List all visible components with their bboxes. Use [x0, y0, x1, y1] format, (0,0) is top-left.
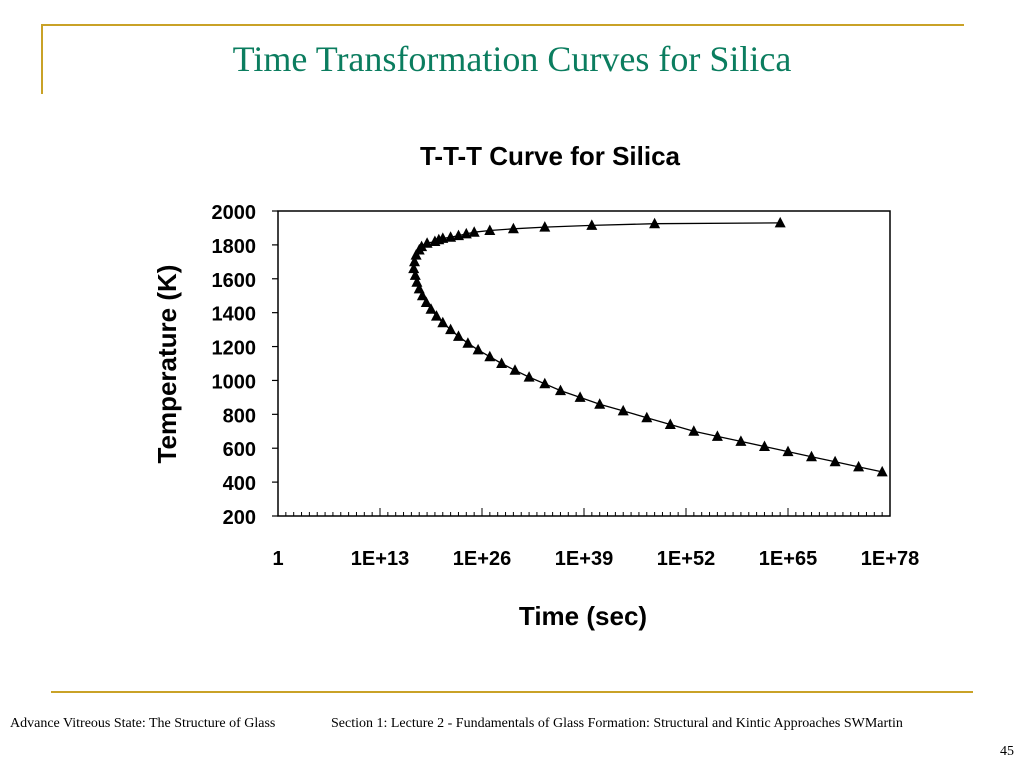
data-point [453, 330, 464, 341]
x-tick-label: 1E+39 [555, 548, 613, 570]
title-frame-top-border [42, 24, 964, 26]
y-tick-label: 1200 [212, 338, 257, 360]
footer-divider [51, 691, 973, 693]
data-point [462, 337, 474, 348]
data-point [711, 430, 723, 441]
data-point [409, 269, 421, 280]
data-point [484, 350, 496, 362]
y-tick-label: 800 [223, 405, 256, 427]
ttt-chart: T-T-T Curve for Silica Time (sec) Temper… [152, 141, 919, 631]
data-point [425, 303, 437, 314]
y-tick-label: 200 [223, 507, 256, 529]
data-point [416, 289, 428, 301]
data-point [460, 227, 472, 239]
data-point [649, 217, 661, 229]
data-point [539, 377, 551, 389]
data-point [472, 343, 484, 355]
data-point [523, 371, 535, 382]
data-markers [408, 216, 888, 477]
x-tick-label: 1E+26 [453, 548, 511, 570]
data-point [496, 357, 508, 368]
footer-lecture-info: Section 1: Lecture 2 - Fundamentals of G… [331, 716, 903, 731]
data-point [782, 445, 794, 457]
data-point [853, 460, 865, 472]
data-point [408, 262, 420, 274]
x-axis-label: Time (sec) [519, 601, 647, 631]
y-tick-label: 1800 [212, 236, 257, 258]
y-tick-label: 2000 [212, 202, 257, 224]
data-point [453, 229, 464, 241]
data-point [774, 216, 786, 228]
slide-title: Time Transformation Curves for Silica [232, 39, 792, 79]
data-point [484, 224, 496, 235]
data-point [617, 404, 629, 416]
data-point [507, 222, 519, 234]
data-point [421, 237, 433, 248]
y-axis-label: Temperature (K) [152, 265, 182, 464]
data-point [437, 316, 449, 328]
x-tick-label: 1E+65 [759, 548, 817, 570]
data-point [829, 455, 841, 467]
data-point [759, 440, 770, 451]
footer-course-title: Advance Vitreous State: The Structure of… [10, 716, 276, 731]
data-point [594, 398, 606, 409]
data-point [876, 465, 888, 477]
x-tick-label: 1E+52 [657, 548, 715, 570]
data-point [420, 296, 432, 307]
data-point [586, 219, 598, 230]
data-point [555, 384, 566, 396]
y-tick-label: 1600 [212, 270, 257, 292]
x-tick-label: 1E+13 [351, 548, 409, 570]
data-point [409, 255, 420, 267]
y-tick-label: 400 [223, 473, 256, 495]
data-point [445, 323, 457, 335]
data-point [664, 418, 676, 429]
plot-area-border [277, 210, 891, 517]
x-tick-label: 1 [272, 548, 283, 570]
page-number: 45 [1000, 744, 1014, 759]
title-frame-left-border [41, 24, 43, 94]
x-tick-label: 1E+78 [861, 548, 919, 570]
data-point [445, 231, 457, 242]
data-point [806, 450, 817, 462]
data-point [468, 226, 480, 237]
data-point [410, 249, 422, 260]
data-point [735, 435, 747, 446]
data-point [431, 310, 442, 321]
data-point [509, 364, 521, 375]
ttt-curve-line [413, 222, 883, 473]
y-tick-label: 600 [223, 439, 256, 461]
chart-title: T-T-T Curve for Silica [420, 141, 681, 171]
data-point [641, 411, 653, 423]
chart-area: T-T-T Curve for Silica Time (sec) Temper… [152, 141, 919, 631]
data-point [539, 221, 551, 232]
data-point [574, 391, 586, 402]
y-tick-label: 1000 [212, 371, 257, 393]
y-tick-label: 1400 [212, 304, 257, 326]
x-axis: 1 1E+13 1E+26 1E+39 1E+52 1E+65 1E+78 [272, 508, 919, 570]
data-point [429, 235, 441, 246]
y-axis: 2000 1800 1600 1400 1200 1000 800 600 400 200 [212, 202, 278, 529]
data-point [688, 425, 700, 436]
